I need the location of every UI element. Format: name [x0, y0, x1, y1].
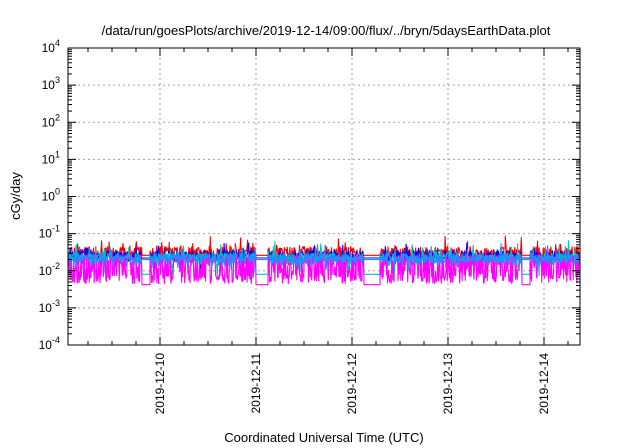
x-tick-label: 2019-12-14 — [537, 353, 551, 415]
x-axis-label: Coordinated Universal Time (UTC) — [224, 430, 423, 445]
y-tick-label: 101 — [42, 149, 60, 166]
y-tick-exponent: 4 — [55, 38, 60, 48]
series-lines — [67, 235, 581, 286]
y-tick-label: 10-2 — [39, 261, 60, 278]
y-tick-base: 10 — [42, 190, 56, 204]
y-axis-label: cGy/day — [8, 172, 23, 220]
y-tick-label: 100 — [42, 187, 60, 204]
y-tick-label: 102 — [42, 112, 60, 129]
y-tick-base: 10 — [39, 264, 53, 278]
series-line-3 — [67, 253, 581, 286]
y-tick-label: 10-4 — [39, 335, 60, 352]
y-tick-label: 10-3 — [39, 298, 60, 315]
x-tick-label: 2019-12-12 — [345, 353, 359, 415]
y-tick-exponent: 3 — [55, 75, 60, 85]
x-tick-label: 2019-12-11 — [249, 353, 263, 414]
y-tick-label: 104 — [42, 38, 60, 55]
y-tick-exponent: -2 — [52, 261, 60, 271]
y-tick-exponent: -3 — [52, 298, 60, 308]
y-tick-base: 10 — [39, 301, 53, 315]
y-tick-base: 10 — [42, 78, 56, 92]
x-tick-labels: 2019-12-10 2019-12-11 2019-12-12 2019-12-13… — [153, 353, 551, 415]
x-tick-label: 2019-12-10 — [153, 353, 167, 415]
axis-ticks — [68, 47, 580, 346]
y-tick-label: 103 — [42, 75, 60, 92]
y-tick-base: 10 — [42, 41, 56, 55]
series-line-4 — [67, 244, 581, 273]
chart-title: /data/run/goesPlots/archive/2019-12-14/0… — [102, 23, 551, 38]
y-tick-label: 10-1 — [39, 224, 60, 241]
y-tick-base: 10 — [39, 227, 53, 241]
y-tick-base: 10 — [39, 338, 53, 352]
y-tick-exponent: 0 — [55, 187, 60, 197]
y-tick-exponent: 1 — [55, 149, 60, 159]
x-tick-label: 2019-12-13 — [441, 353, 455, 415]
y-tick-exponent: -4 — [52, 335, 60, 345]
y-tick-exponent: -1 — [52, 224, 60, 234]
y-tick-exponent: 2 — [55, 112, 60, 122]
y-tick-base: 10 — [42, 115, 56, 129]
grid-lines — [68, 48, 580, 345]
y-tick-base: 10 — [42, 152, 56, 166]
